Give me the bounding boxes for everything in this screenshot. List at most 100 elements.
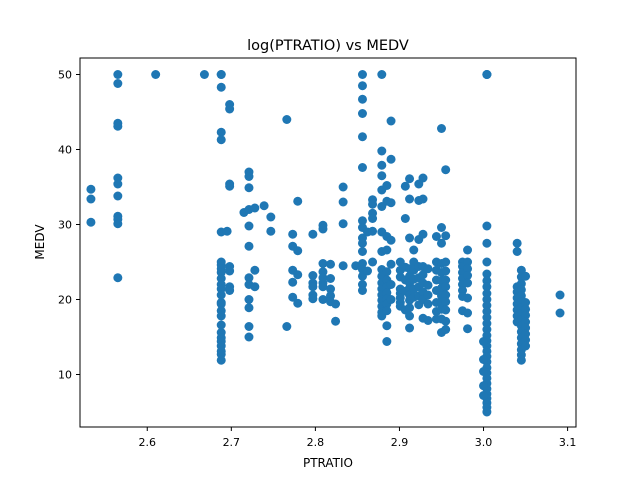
data-point	[377, 70, 387, 79]
data-point	[216, 299, 226, 309]
data-point	[326, 274, 336, 283]
data-point	[222, 226, 232, 236]
x-tick-label: 3.1	[559, 436, 577, 449]
data-point	[357, 81, 367, 91]
data-point	[266, 212, 276, 222]
data-point	[357, 216, 367, 226]
data-point	[441, 257, 451, 267]
data-point	[225, 104, 235, 114]
data-point	[382, 337, 392, 346]
x-tick-label: 3.0	[475, 436, 493, 449]
data-point	[521, 298, 531, 307]
data-point	[293, 196, 303, 206]
data-point	[363, 266, 373, 276]
data-point	[377, 160, 387, 170]
data-point	[479, 381, 489, 391]
data-point	[516, 355, 526, 365]
data-point	[113, 121, 123, 131]
data-point	[382, 306, 392, 316]
data-point	[308, 271, 318, 280]
data-point	[225, 286, 235, 295]
data-point	[521, 271, 531, 281]
data-point	[423, 264, 433, 274]
data-point	[463, 324, 473, 334]
data-point	[382, 181, 392, 190]
data-point	[338, 182, 348, 192]
data-point	[386, 116, 396, 126]
plot-area-frame	[79, 57, 577, 428]
data-point	[225, 266, 235, 276]
x-tick-label: 2.7	[223, 436, 241, 449]
x-tick-label: 2.9	[391, 436, 409, 449]
data-point	[368, 257, 378, 267]
data-point	[338, 197, 348, 207]
data-point	[400, 214, 410, 223]
data-point	[423, 299, 433, 309]
data-point	[216, 311, 226, 321]
y-tick-label: 50	[58, 69, 72, 82]
data-point	[382, 321, 392, 331]
data-point	[86, 194, 96, 204]
data-point	[357, 247, 367, 256]
data-point	[86, 217, 96, 227]
data-point	[250, 203, 260, 213]
data-point	[216, 127, 226, 137]
data-point	[225, 181, 235, 191]
data-point	[418, 270, 428, 280]
data-point	[405, 323, 415, 333]
y-tick-label: 40	[58, 144, 72, 157]
data-point	[368, 226, 378, 236]
data-point	[318, 282, 328, 292]
data-point	[436, 124, 446, 133]
data-point	[482, 238, 492, 248]
data-point	[282, 322, 292, 331]
data-point	[382, 245, 392, 255]
data-point	[512, 238, 522, 248]
data-point	[423, 280, 433, 290]
data-point	[441, 290, 451, 300]
data-point	[293, 270, 303, 280]
data-point	[331, 316, 341, 326]
data-point	[331, 299, 341, 309]
data-point	[216, 290, 226, 300]
data-point	[357, 286, 367, 295]
data-point	[463, 278, 473, 288]
data-point	[479, 367, 489, 376]
data-point	[405, 194, 415, 204]
data-point	[244, 183, 254, 193]
data-point	[423, 290, 433, 300]
data-point	[386, 280, 396, 289]
data-point	[418, 229, 428, 239]
data-point	[482, 282, 492, 292]
data-point	[405, 311, 415, 321]
data-point	[386, 235, 396, 245]
data-point	[308, 229, 318, 239]
data-point	[441, 231, 451, 241]
data-point	[463, 271, 473, 280]
data-point	[431, 232, 441, 241]
data-point	[282, 115, 292, 124]
data-point	[113, 191, 123, 201]
data-point	[463, 308, 473, 318]
data-point	[463, 245, 473, 255]
data-point	[521, 341, 531, 351]
data-point	[441, 165, 451, 175]
data-point	[386, 198, 396, 208]
data-point	[293, 298, 303, 308]
data-point	[244, 241, 254, 251]
data-point	[357, 132, 367, 142]
data-point	[479, 337, 489, 346]
data-point	[113, 273, 123, 283]
data-point	[555, 290, 565, 300]
data-point	[113, 179, 123, 189]
data-point	[441, 325, 451, 334]
data-point	[326, 259, 336, 269]
data-point	[113, 70, 123, 79]
data-point	[482, 269, 492, 279]
data-point	[555, 308, 565, 318]
y-axis-label: MEDV	[33, 224, 47, 260]
data-point	[482, 221, 492, 231]
data-point	[405, 174, 415, 184]
